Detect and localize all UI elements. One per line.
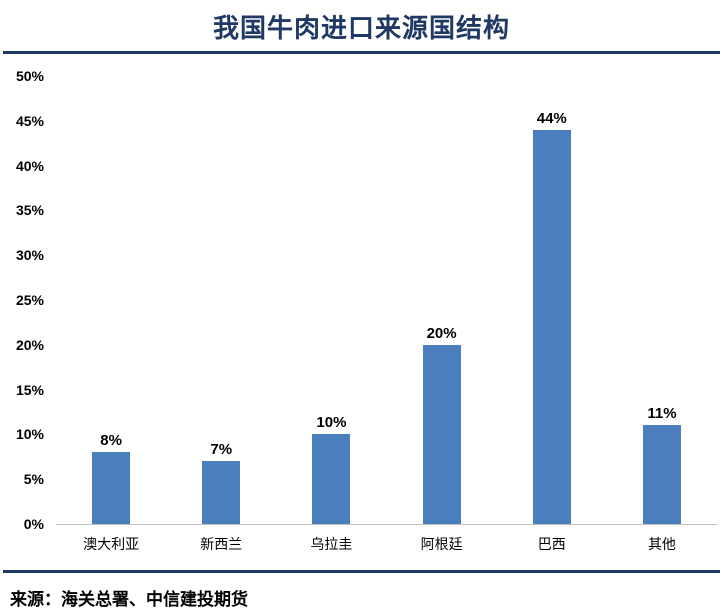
y-tick-label: 20%: [15, 336, 44, 353]
x-axis: 澳大利亚 新西兰 乌拉圭 阿根廷 巴西 其他: [56, 525, 717, 554]
y-axis: 0% 5% 10% 15% 20% 25% 30% 35% 40% 45% 50%: [6, 69, 48, 531]
bar-value-label: 11%: [647, 405, 677, 423]
bar-value-label: 44%: [536, 109, 567, 127]
x-tick-label: 澳大利亚: [83, 536, 140, 552]
plot-area: 8% 7% 10% 20% 44% 11%: [56, 76, 717, 525]
bar: [422, 344, 461, 524]
y-tick-label: 0%: [23, 516, 44, 532]
bar-value-label: 8%: [100, 432, 122, 450]
x-tick-label: 新西兰: [200, 536, 243, 552]
bar-column: 10%: [276, 76, 386, 524]
x-tick-label: 阿根廷: [420, 536, 463, 552]
bar-column: 8%: [56, 76, 166, 524]
y-tick-label: 40%: [15, 157, 44, 174]
bottom-divider: [3, 570, 720, 573]
x-tick-label: 巴西: [537, 536, 566, 552]
page-title: 我国牛肉进口来源国结构: [212, 13, 510, 43]
top-divider: [3, 51, 720, 54]
bar: [312, 434, 351, 524]
y-tick-label: 15%: [15, 381, 44, 398]
y-tick-label: 50%: [15, 68, 44, 84]
bar-chart: 0% 5% 10% 15% 20% 25% 30% 35% 40% 45% 50% 8% 7% 10% 2…: [6, 69, 717, 554]
bar: [202, 461, 241, 524]
bar-value-label: 10%: [316, 414, 347, 432]
y-tick-label: 5%: [23, 471, 44, 488]
source-text: 来源：海关总署、中信建投期货: [10, 590, 248, 609]
bar: [92, 452, 131, 524]
bar-value-label: 20%: [426, 324, 457, 342]
y-tick-label: 10%: [15, 426, 44, 443]
bar: [532, 129, 571, 524]
x-tick-label: 乌拉圭: [310, 536, 353, 552]
bar-column: 11%: [607, 76, 717, 524]
bar-column: 20%: [387, 76, 497, 524]
bar: [642, 425, 681, 524]
bar-column: 44%: [497, 76, 607, 524]
y-tick-label: 25%: [15, 292, 44, 308]
y-tick-label: 30%: [15, 247, 44, 264]
y-tick-label: 35%: [15, 202, 44, 219]
y-tick-label: 45%: [15, 112, 44, 129]
bar-value-label: 7%: [210, 441, 233, 459]
x-tick-label: 其他: [647, 536, 676, 552]
bar-column: 7%: [166, 76, 276, 524]
